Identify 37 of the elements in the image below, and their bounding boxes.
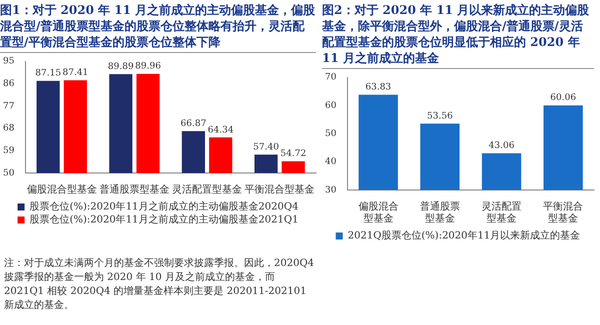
y-tick-label: 30 <box>325 185 337 196</box>
y-tick-label: 68 <box>3 124 15 134</box>
x-tick-label: 普通股票型基金 <box>420 200 460 225</box>
data-label: 89.96 <box>135 62 162 72</box>
data-label: 87.41 <box>62 68 88 78</box>
data-label: 63.83 <box>365 82 392 93</box>
data-label: 54.72 <box>280 149 306 160</box>
y-tick-label: 59 <box>3 146 15 156</box>
y-tick-label: 95 <box>3 56 15 67</box>
y-tick-label: 70 <box>325 72 337 83</box>
data-label: 66.87 <box>180 119 207 130</box>
x-tick-label: 平衡混合型基金 <box>543 200 584 225</box>
legend-label: 2021Q股票仓位(%):2020年11月以来新成立的基金 <box>348 230 580 242</box>
y-tick-label: 86 <box>3 79 15 90</box>
y-tick-label: 50 <box>325 129 337 140</box>
data-label: 53.56 <box>427 112 454 122</box>
y-tick-label: 60 <box>325 100 337 111</box>
text: 注：对于成立未满两个月的基金不强制要求披露季报。因此，2020Q4 披露季报的基金一般为 2020 年 10 月及之前成立的基金，而 2021Q1 相较 2020Q4 的增量基金样本则主要是 202011-202101 新成立的基金。 <box>4 257 314 313</box>
data-label: 43.06 <box>488 141 515 152</box>
legend-label: 股票仓位(%):2020年11月之前成立的主动偏股基金2021Q1 <box>30 214 298 226</box>
data-label: 57.40 <box>253 142 280 152</box>
x-tick-label: 灵活配置型基金 <box>172 184 242 196</box>
data-label: 87.15 <box>35 68 62 79</box>
chart-title: 图2：对于 2020 年 11 月以来新成立的主动偏股基金，除平衡混合型外，偏股混合/普通股票/灵活配置型基金的股票仓位明显低于相应的 2020 年 11 月之前成立的基金 <box>322 2 594 69</box>
x-tick-label: 偏股混合型基金 <box>358 200 398 225</box>
chart-title: 图1：对于 2020 年 11 月之前成立的主动偏股基金，偏股混合型/普通股票型基金的股票仓位整体略有抬升，灵活配置型/平衡混合型基金的股票仓位整体下降 <box>0 2 316 53</box>
data-label: 64.34 <box>208 125 234 136</box>
x-tick-label: 灵活配置型基金 <box>482 200 522 225</box>
y-tick-label: 77 <box>3 101 15 112</box>
y-tick-label: 40 <box>325 157 337 168</box>
y-tick-label: 50 <box>3 168 15 178</box>
data-label: 60.06 <box>550 93 576 104</box>
legend-label: 股票仓位(%):2020年11月之前成立的主动偏股基金2020Q4 <box>30 200 298 213</box>
data-label: 89.89 <box>108 62 134 72</box>
x-tick-label: 偏股混合型基金 <box>26 184 97 196</box>
x-tick-label: 平衡混合型基金 <box>244 184 315 196</box>
x-tick-label: 普通股票型基金 <box>99 184 170 196</box>
